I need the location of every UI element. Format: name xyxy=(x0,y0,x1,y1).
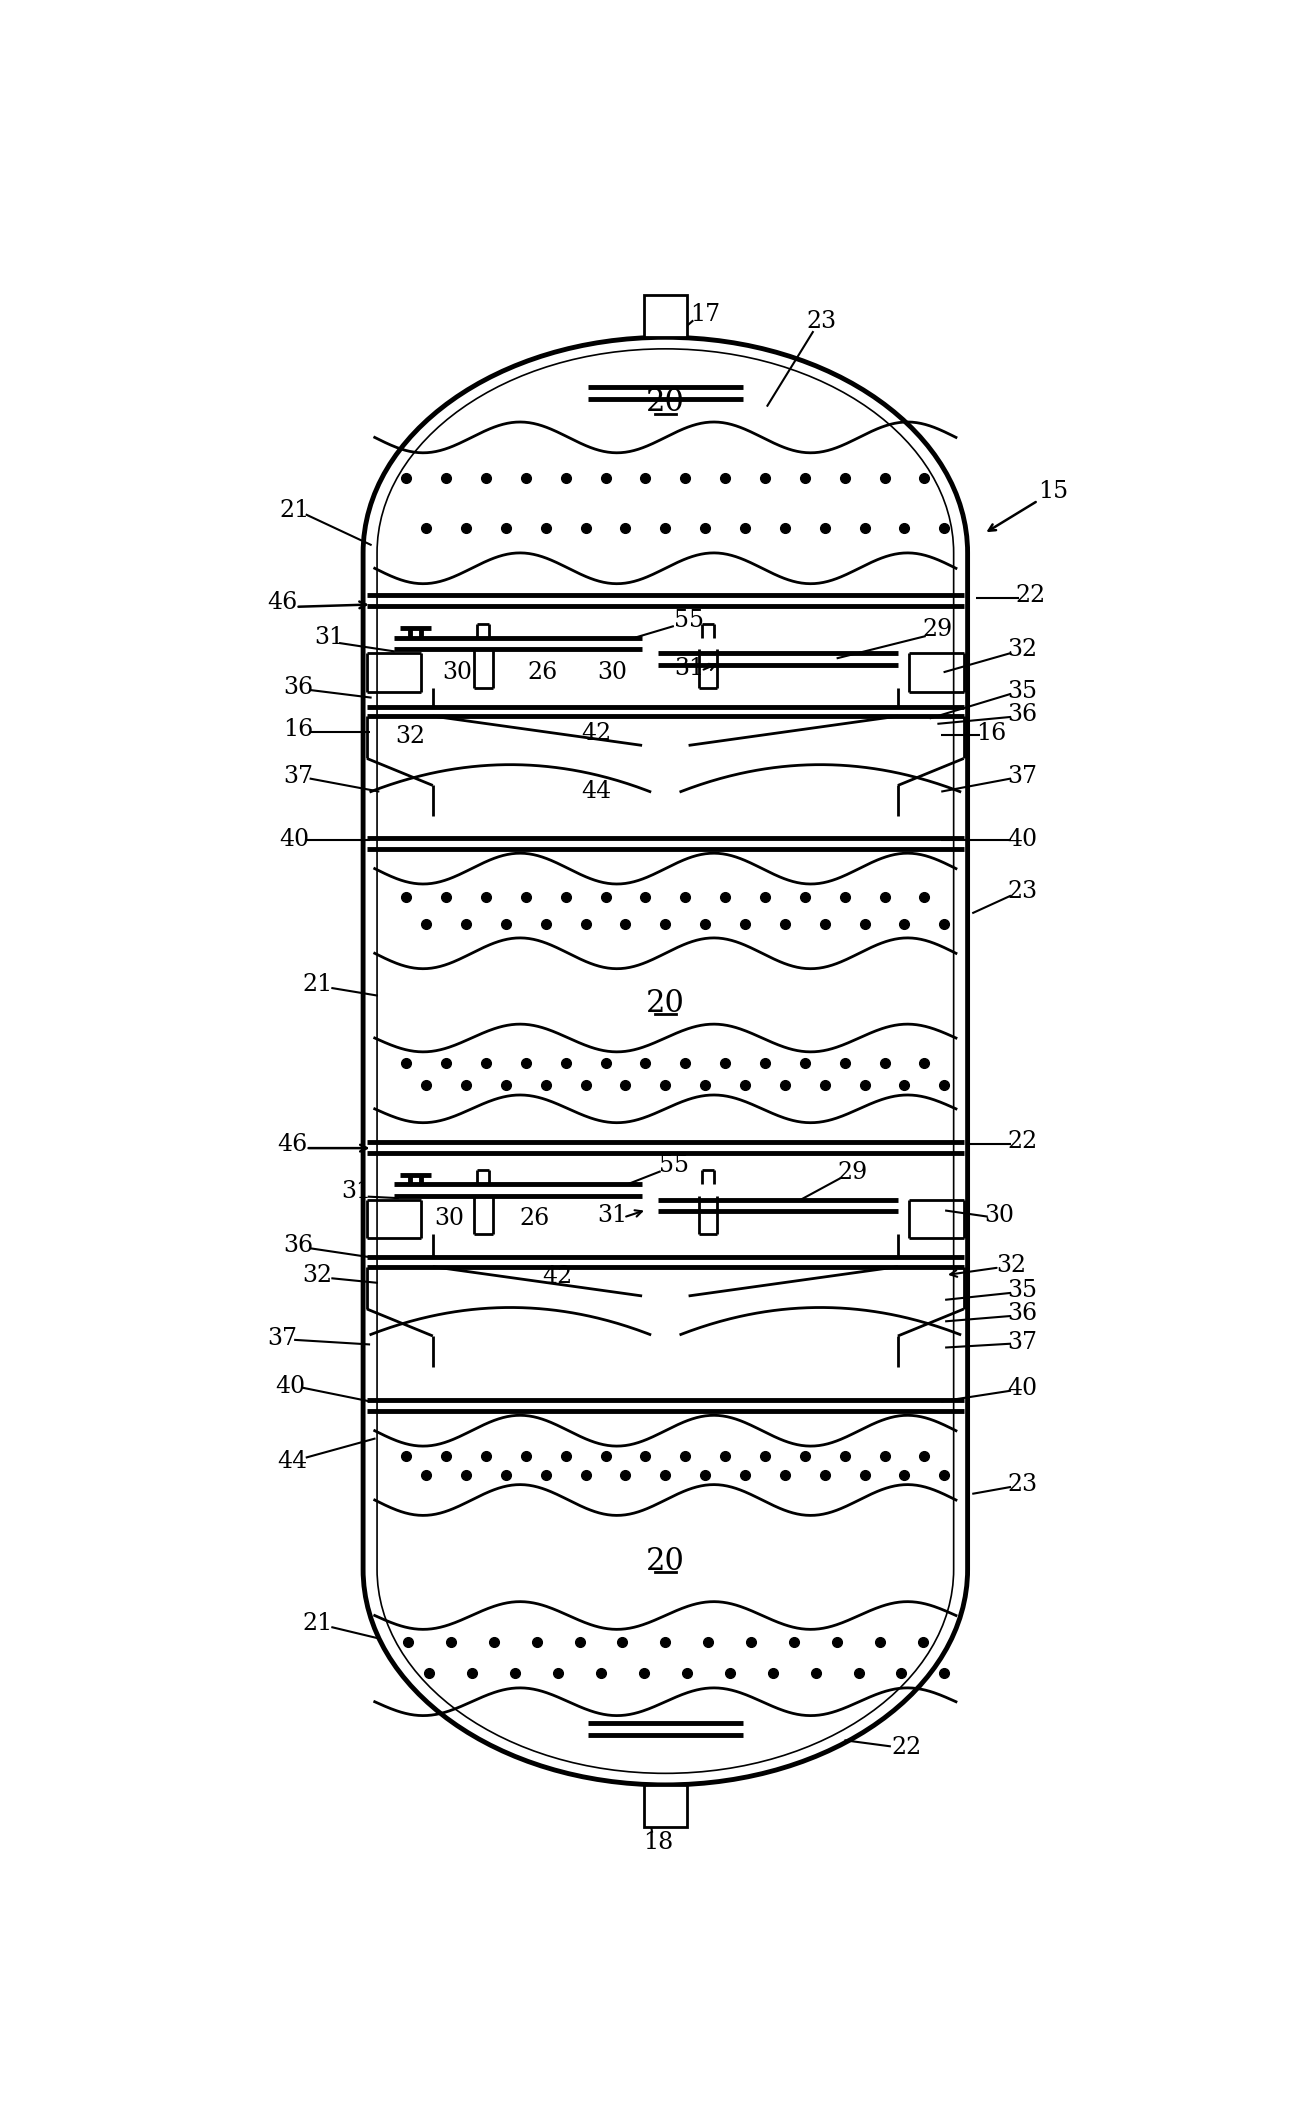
Text: 55: 55 xyxy=(674,608,704,631)
Text: 37: 37 xyxy=(283,764,313,787)
Text: 37: 37 xyxy=(268,1326,297,1349)
Text: 23: 23 xyxy=(1008,1474,1038,1497)
Bar xyxy=(644,1785,687,1827)
Text: 36: 36 xyxy=(1008,1303,1038,1326)
Text: 17: 17 xyxy=(690,303,720,326)
Text: 42: 42 xyxy=(543,1265,573,1288)
Text: 31: 31 xyxy=(596,1204,627,1227)
Text: 23: 23 xyxy=(807,309,837,333)
Text: 32: 32 xyxy=(996,1255,1026,1276)
Text: 26: 26 xyxy=(520,1208,549,1231)
Text: 22: 22 xyxy=(1016,583,1046,606)
Text: 31: 31 xyxy=(674,657,704,680)
Text: 16: 16 xyxy=(977,722,1007,745)
Text: 42: 42 xyxy=(581,722,612,745)
Text: 40: 40 xyxy=(1008,1377,1038,1400)
Text: 26: 26 xyxy=(527,661,557,684)
Text: 44: 44 xyxy=(581,781,612,804)
Text: 32: 32 xyxy=(1008,638,1038,661)
Text: 46: 46 xyxy=(278,1132,308,1156)
Text: 29: 29 xyxy=(922,619,952,642)
Text: 55: 55 xyxy=(659,1154,688,1177)
Text: 23: 23 xyxy=(1008,880,1038,903)
Text: 36: 36 xyxy=(1008,703,1038,726)
Text: 31: 31 xyxy=(342,1181,372,1204)
Text: 40: 40 xyxy=(1008,827,1038,850)
Text: 32: 32 xyxy=(303,1263,333,1286)
Text: 40: 40 xyxy=(275,1375,305,1398)
Text: 15: 15 xyxy=(1039,480,1069,503)
Text: 37: 37 xyxy=(1008,1330,1038,1354)
Text: 29: 29 xyxy=(837,1162,868,1185)
Text: 30: 30 xyxy=(442,661,472,684)
Text: 36: 36 xyxy=(283,1234,313,1257)
Text: 18: 18 xyxy=(643,1831,673,1855)
Text: 35: 35 xyxy=(1008,680,1038,703)
Text: 37: 37 xyxy=(1008,764,1038,787)
Text: 32: 32 xyxy=(395,724,426,747)
Text: 30: 30 xyxy=(434,1208,464,1231)
Text: 46: 46 xyxy=(268,592,297,615)
Bar xyxy=(644,295,687,337)
Text: 21: 21 xyxy=(303,1612,333,1636)
Text: 20: 20 xyxy=(646,987,685,1019)
Text: 30: 30 xyxy=(985,1204,1015,1227)
Text: 22: 22 xyxy=(1008,1130,1038,1154)
Text: 30: 30 xyxy=(596,661,627,684)
Text: 31: 31 xyxy=(314,625,344,648)
Text: 20: 20 xyxy=(646,1545,685,1577)
Text: 16: 16 xyxy=(283,718,313,741)
Text: 21: 21 xyxy=(303,973,333,996)
Text: 36: 36 xyxy=(283,676,313,699)
Text: 35: 35 xyxy=(1008,1280,1038,1303)
Text: 40: 40 xyxy=(279,827,309,850)
Text: 44: 44 xyxy=(278,1450,308,1473)
PathPatch shape xyxy=(364,337,968,1785)
Text: 22: 22 xyxy=(891,1737,921,1760)
Text: 21: 21 xyxy=(279,499,309,522)
Text: 20: 20 xyxy=(646,387,685,419)
